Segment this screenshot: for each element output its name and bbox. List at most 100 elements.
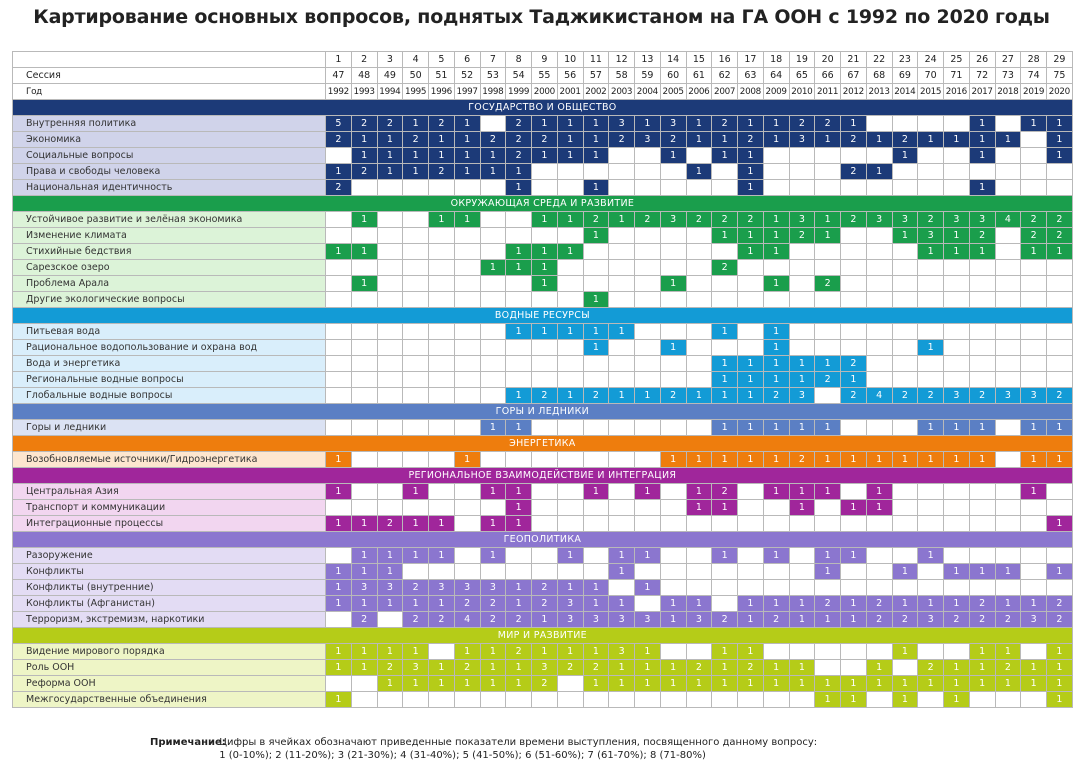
empty-cell xyxy=(943,163,970,180)
heat-cell: 1 xyxy=(737,419,764,436)
heat-cell: 1 xyxy=(350,131,378,148)
heat-cell: 1 xyxy=(608,675,635,692)
heat-cell: 1 xyxy=(943,451,970,468)
empty-cell xyxy=(376,227,404,244)
heat-cell: 1 xyxy=(505,579,532,596)
heat-cell: 1 xyxy=(325,643,352,660)
heat-cell: 1 xyxy=(1046,131,1073,148)
heat-cell: 1 xyxy=(556,243,584,260)
empty-cell xyxy=(840,243,867,260)
empty-cell xyxy=(685,275,713,292)
empty-cell xyxy=(608,339,635,356)
heat-cell: 1 xyxy=(325,579,352,596)
empty-cell xyxy=(762,691,790,708)
heat-cell: 1 xyxy=(1046,115,1073,132)
heat-cell: 4 xyxy=(453,611,481,628)
session-row-cell: 47 xyxy=(325,67,352,84)
empty-cell xyxy=(685,291,713,308)
issue-label: Устойчивое развитие и зелёная экономика xyxy=(12,211,326,228)
empty-cell xyxy=(428,691,455,708)
empty-cell xyxy=(376,323,404,340)
heat-cell: 1 xyxy=(428,547,455,564)
empty-cell xyxy=(788,323,816,340)
empty-cell xyxy=(556,515,584,532)
heat-cell: 2 xyxy=(402,131,429,148)
heat-cell: 1 xyxy=(582,643,610,660)
empty-cell xyxy=(685,691,713,708)
issue-row: Видение мирового порядка 1 1 1 1 1 1 2 1 1 1 3 1 1 1 1 1… xyxy=(12,643,1073,660)
session-row-cell: 71 xyxy=(943,67,970,84)
heat-cell: 2 xyxy=(479,595,507,612)
issue-row: Реформа ООН 1 1 1 1 1 1 2 1 1 1 1 1 1 1 1 1 1 1 1 1 1 1 1 1 1 1 xyxy=(12,675,1073,692)
empty-cell xyxy=(1046,499,1073,516)
empty-cell xyxy=(608,371,635,388)
heat-cell: 1 xyxy=(453,147,481,164)
issue-label: Права и свободы человека xyxy=(12,163,326,180)
heat-cell: 1 xyxy=(891,643,919,660)
heat-cell: 1 xyxy=(1046,419,1073,436)
empty-cell xyxy=(634,419,661,436)
heat-cell: 2 xyxy=(1020,227,1047,244)
empty-cell xyxy=(840,659,867,676)
empty-cell xyxy=(402,211,429,228)
empty-cell xyxy=(453,355,481,372)
empty-cell xyxy=(350,355,378,372)
empty-cell xyxy=(711,595,738,612)
empty-cell xyxy=(350,323,378,340)
empty-cell xyxy=(659,355,687,372)
empty-cell xyxy=(968,291,996,308)
heat-cell: 1 xyxy=(376,163,404,180)
issue-row: Социальные вопросы 1 1 1 1 1 1 2 1 1 1 1 1 1 1 1 1 xyxy=(12,147,1073,164)
heat-cell: 1 xyxy=(350,563,378,580)
empty-cell xyxy=(659,259,687,276)
empty-cell xyxy=(968,515,996,532)
empty-cell xyxy=(556,675,584,692)
heat-cell: 2 xyxy=(762,387,790,404)
empty-cell xyxy=(1046,579,1073,596)
heat-cell: 2 xyxy=(840,355,867,372)
heat-cell: 1 xyxy=(685,595,713,612)
empty-cell xyxy=(917,179,944,196)
empty-cell xyxy=(917,515,944,532)
empty-cell xyxy=(402,451,429,468)
empty-cell xyxy=(505,355,532,372)
heat-cell: 1 xyxy=(453,643,481,660)
heat-cell: 1 xyxy=(428,131,455,148)
heat-cell: 1 xyxy=(531,275,558,292)
year-row-cell: 2006 xyxy=(685,83,713,100)
empty-cell xyxy=(737,515,764,532)
empty-cell xyxy=(891,259,919,276)
empty-cell xyxy=(428,387,455,404)
heat-cell: 2 xyxy=(840,163,867,180)
category-header: МИР И РАЗВИТИЕ xyxy=(12,627,1073,644)
heat-cell: 1 xyxy=(788,355,816,372)
session-row-cell: 66 xyxy=(814,67,841,84)
empty-cell xyxy=(865,339,893,356)
heat-cell: 1 xyxy=(762,659,790,676)
empty-cell xyxy=(737,323,764,340)
empty-cell xyxy=(634,499,661,516)
empty-cell xyxy=(840,259,867,276)
heat-cell: 2 xyxy=(453,659,481,676)
empty-cell xyxy=(479,355,507,372)
heat-cell: 3 xyxy=(865,211,893,228)
heat-cell: 1 xyxy=(968,643,996,660)
empty-cell xyxy=(1020,515,1047,532)
heat-cell: 1 xyxy=(814,451,841,468)
heat-cell: 1 xyxy=(1020,115,1047,132)
empty-cell xyxy=(582,243,610,260)
column-number-row-cell: 21 xyxy=(840,51,867,68)
empty-cell xyxy=(891,291,919,308)
empty-cell xyxy=(737,499,764,516)
heat-cell: 1 xyxy=(505,163,532,180)
empty-cell xyxy=(428,483,455,500)
heat-cell: 1 xyxy=(479,675,507,692)
column-number-row-cell: 12 xyxy=(608,51,635,68)
heat-cell: 1 xyxy=(814,563,841,580)
empty-cell xyxy=(556,499,584,516)
empty-cell xyxy=(1020,259,1047,276)
empty-cell xyxy=(737,547,764,564)
empty-cell xyxy=(325,675,352,692)
category-title: ЭНЕРГЕТИКА xyxy=(12,435,1073,452)
heat-cell: 3 xyxy=(608,115,635,132)
